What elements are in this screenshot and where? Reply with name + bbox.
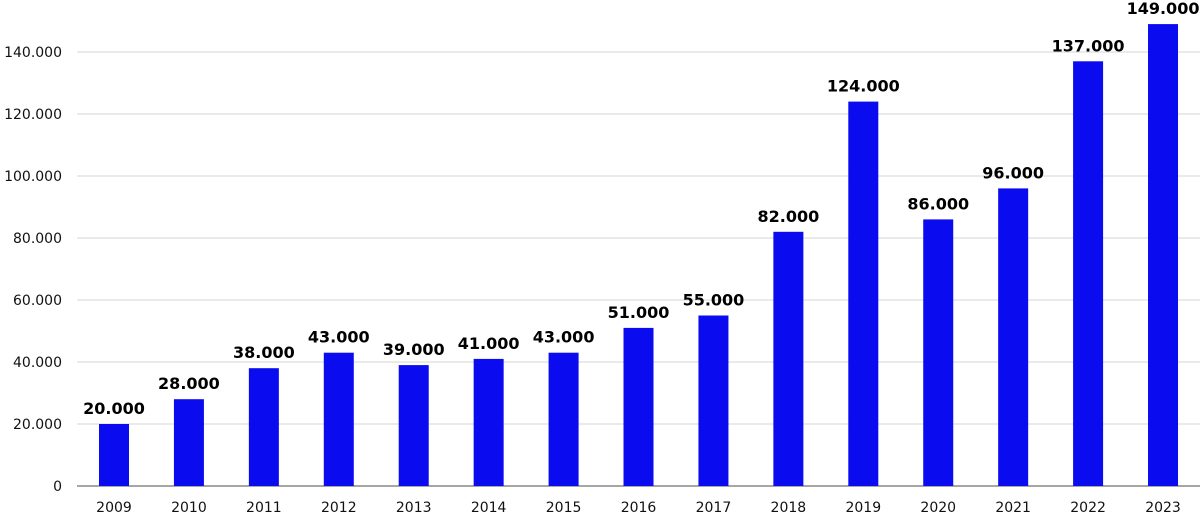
data-label: 28.000 <box>158 374 220 393</box>
bar-2018 <box>773 231 804 486</box>
bar-2012 <box>323 352 354 486</box>
data-label: 43.000 <box>308 328 370 347</box>
y-tick-label: 140.000 <box>4 45 62 61</box>
data-label: 137.000 <box>1052 36 1125 55</box>
data-label: 96.000 <box>982 163 1044 182</box>
data-label: 39.000 <box>383 340 445 359</box>
bar-2011 <box>248 368 279 486</box>
x-tick-label: 2009 <box>96 500 132 516</box>
x-tick-label: 2019 <box>845 500 881 516</box>
y-tick-label: 80.000 <box>13 231 62 247</box>
y-tick-label: 20.000 <box>13 417 62 433</box>
bar-2022 <box>1073 61 1104 487</box>
bar-2021 <box>998 188 1029 486</box>
x-tick-label: 2018 <box>771 500 807 516</box>
x-tick-label: 2023 <box>1145 500 1181 516</box>
data-label: 38.000 <box>233 343 295 362</box>
bar-2015 <box>548 352 579 486</box>
x-tick-label: 2022 <box>1070 500 1106 516</box>
bar-2020 <box>923 219 954 486</box>
bar-2014 <box>473 358 504 486</box>
x-tick-label: 2010 <box>171 500 207 516</box>
data-label: 55.000 <box>683 291 745 310</box>
bar-2017 <box>698 315 729 486</box>
x-tick-label: 2015 <box>546 500 582 516</box>
data-label: 124.000 <box>827 77 900 96</box>
data-label: 51.000 <box>608 303 670 322</box>
bar-2023 <box>1148 24 1179 486</box>
data-label: 20.000 <box>83 399 145 418</box>
bar-2016 <box>623 327 654 486</box>
x-tick-label: 2011 <box>246 500 282 516</box>
x-tick-label: 2016 <box>621 500 657 516</box>
data-label: 86.000 <box>907 194 969 213</box>
x-tick-label: 2013 <box>396 500 432 516</box>
x-tick-label: 2021 <box>995 500 1031 516</box>
data-label: 82.000 <box>757 207 819 226</box>
x-tick-label: 2014 <box>471 500 507 516</box>
y-tick-label: 40.000 <box>13 355 62 371</box>
bar-2010 <box>173 399 204 486</box>
data-label: 43.000 <box>533 328 595 347</box>
x-tick-label: 2020 <box>920 500 956 516</box>
x-tick-label: 2017 <box>696 500 732 516</box>
y-tick-label: 0 <box>53 479 62 495</box>
data-label: 41.000 <box>458 334 520 353</box>
y-tick-label: 100.000 <box>4 169 62 185</box>
bar-2019 <box>848 101 879 486</box>
data-label: 149.000 <box>1127 0 1200 18</box>
x-tick-label: 2012 <box>321 500 357 516</box>
bar-2009 <box>99 424 129 486</box>
y-tick-label: 60.000 <box>13 293 62 309</box>
y-tick-label: 120.000 <box>4 107 62 123</box>
bar-2013 <box>398 365 429 486</box>
